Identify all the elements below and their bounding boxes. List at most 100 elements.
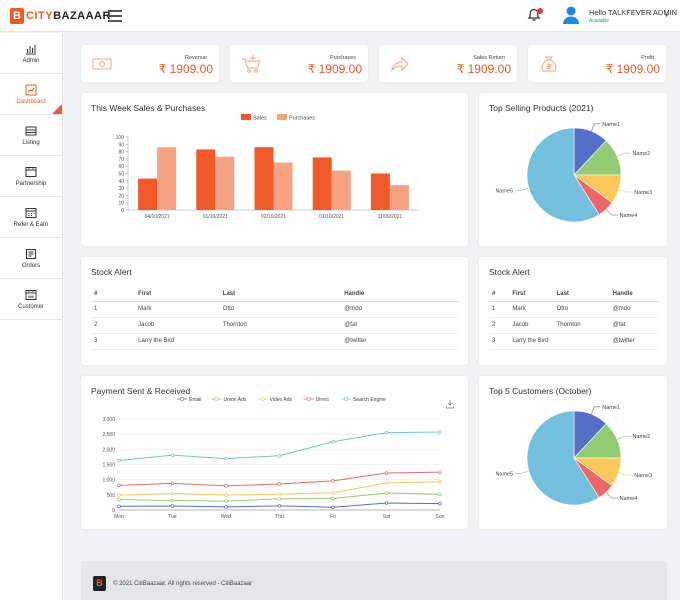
table-row[interactable]: 2 Jacob Thornton @fat: [489, 317, 659, 334]
legend-marker: [214, 396, 219, 402]
pie-slice: [526, 127, 600, 223]
x-tick-label: 11/09/2021: [378, 214, 403, 220]
stat-card-profit[interactable]: Profit ₹ 1909.00: [528, 45, 666, 82]
table-row[interactable]: 1 Mark Otto @mdo: [489, 301, 659, 318]
top-products-pie: Name1 Name2 Name3 Name4 Name5: [495, 122, 652, 223]
top-customers-pie: Name1 Name2 Name3 Name4 Name5: [495, 405, 652, 506]
table-cell: Mark: [135, 301, 220, 318]
table-cell: @twitter: [341, 333, 459, 350]
menu-toggle-icon[interactable]: [108, 10, 122, 22]
avatar-icon[interactable]: [562, 5, 580, 25]
bar-purchases: [331, 170, 351, 210]
sidebar-item-listing[interactable]: Listing: [0, 115, 62, 156]
user-menu[interactable]: Hello TALKFEVER ADMIN Available: [589, 8, 677, 24]
footer: B © 2021 CitiBaazaar. All rights reserve…: [81, 561, 667, 600]
data-point: [331, 496, 335, 501]
y-tick-label: 0: [112, 508, 115, 514]
table-row[interactable]: 2 Jacob Thornton @fat: [91, 317, 459, 334]
table-header-row: # First Last Handle: [91, 288, 459, 302]
sidebar-item-label: Orders: [21, 262, 41, 269]
sidebar-item-admin[interactable]: Admin: [0, 33, 62, 74]
user-name: Hello TALKFEVER ADMIN: [589, 8, 678, 17]
return-arrow-icon: [391, 56, 409, 72]
stat-value: ₹ 1909.00: [307, 62, 362, 76]
column-header: #: [91, 288, 136, 302]
column-header: First: [135, 288, 220, 302]
table-cell: [553, 333, 610, 350]
table-cell: Mark: [509, 301, 554, 318]
card-title: Top Selling Products (2021): [489, 103, 594, 113]
pie-label-line: [617, 152, 631, 157]
table-cell: 3: [489, 333, 510, 350]
table-cell: Otto: [553, 301, 610, 318]
table-row[interactable]: 1 Mark Otto @mdo: [91, 301, 459, 318]
legend-label: Sales: [253, 116, 267, 122]
x-tick-label: Thu: [275, 514, 284, 520]
stat-value: ₹ 1909.00: [158, 62, 213, 76]
card-title: Top 5 Customers (October): [489, 386, 592, 396]
bar-sales: [370, 173, 390, 210]
bar-sales: [196, 149, 216, 210]
sales-purchases-card: This Week Sales & Purchases Sales Purchas…: [81, 93, 468, 246]
dashboard-icon: [25, 84, 37, 95]
data-point: [170, 453, 175, 457]
data-point: [438, 480, 442, 484]
chevron-down-icon[interactable]: ▼: [664, 13, 669, 19]
notification-bell-icon[interactable]: [527, 8, 543, 24]
bar-purchases: [389, 185, 409, 210]
stat-card-purchases[interactable]: Purchases ₹ 1909.00: [230, 45, 368, 82]
data-point: [117, 483, 121, 488]
pie-label: Name2: [632, 434, 650, 440]
stock-alert-card: Stock Alert # First Last Handle 1 Mark Otto @md…: [81, 257, 468, 365]
data-point: [384, 471, 389, 475]
sidebar-item-refer-earn[interactable]: Refer & Earn: [0, 197, 62, 238]
legend-swatch: [277, 114, 287, 120]
download-icon[interactable]: [445, 396, 455, 409]
y-tick-label: 1,000: [102, 478, 115, 484]
sidebar-item-label: Dashboard: [16, 98, 46, 105]
sidebar-item-dashboard[interactable]: Dashboard: [0, 74, 62, 115]
pie-label-line: [515, 187, 529, 191]
x-tick-label: Mon: [114, 514, 124, 520]
data-point: [224, 456, 228, 461]
payment-chart: Email Union Ads Video Ads Direct Search Engi…: [102, 396, 445, 520]
table-cell: @mdo: [341, 301, 459, 318]
pie-label: Name4: [620, 213, 638, 219]
y-tick-label: 100: [116, 135, 125, 141]
y-tick-label: 500: [107, 493, 116, 499]
sidebar-item-partnership[interactable]: Partnership: [0, 156, 62, 197]
y-tick-label: 1,500: [102, 463, 115, 469]
data-point: [277, 504, 282, 508]
data-point: [224, 505, 228, 509]
x-tick-label: 02/10/2021: [261, 214, 286, 220]
pie-label-line: [515, 470, 529, 474]
stock-alert-card-2: Stock Alert # First Last Handle 1 Mark Otto @md…: [479, 257, 667, 365]
legend-marker: [306, 396, 311, 402]
column-header: Last: [219, 288, 342, 302]
data-point: [438, 470, 442, 474]
table-cell: @mdo: [609, 301, 659, 318]
x-tick-label: Tue: [168, 514, 177, 520]
pie-label-line: [605, 492, 618, 499]
table-row[interactable]: 3 Larry the Bird @twitter: [489, 333, 659, 350]
sidebar-item-orders[interactable]: Orders: [0, 238, 62, 279]
table-cell: 1: [91, 301, 136, 318]
legend-label: Email: [189, 397, 202, 403]
bar-purchases: [215, 156, 235, 210]
table-cell: Thornton: [219, 317, 342, 334]
logo[interactable]: B CITYBAZAAAR: [10, 7, 111, 25]
legend-marker: [343, 396, 349, 402]
active-indicator: [52, 104, 62, 114]
stat-value: ₹ 1909.00: [605, 62, 660, 76]
table-cell: Larry the Bird: [509, 333, 554, 350]
stat-label: Sales Return: [473, 55, 505, 61]
sidebar-item-label: Listing: [22, 139, 40, 146]
y-tick-label: 0: [121, 208, 124, 214]
table-row[interactable]: 3 Larry the Bird @twitter: [91, 333, 459, 350]
stat-card-revenue[interactable]: Revenue ₹ 1909.00: [81, 45, 219, 82]
pie-label-line: [605, 209, 618, 216]
sidebar-item-customer[interactable]: Customer: [0, 279, 62, 320]
stat-card-sales-return[interactable]: Sales Return ₹ 1909.00: [379, 45, 517, 82]
logo-mark: B: [10, 8, 24, 24]
